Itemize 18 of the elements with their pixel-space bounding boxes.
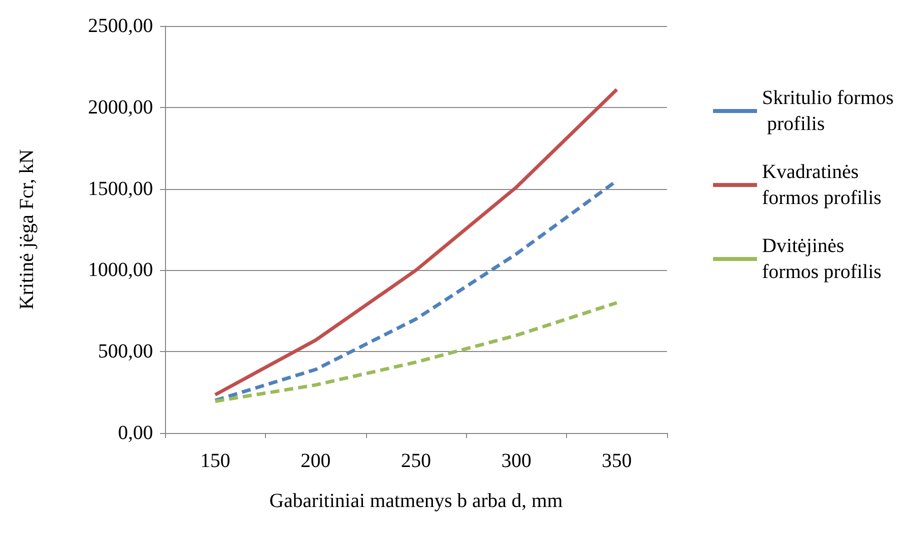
legend-label: Skritulio formos profilis — [762, 87, 894, 135]
x-tick-label: 150 — [200, 450, 230, 472]
x-axis-title: Gabaritiniai matmenys b arba d, mm — [269, 490, 564, 512]
y-tick-label: 500,00 — [98, 340, 153, 363]
y-tick-label: 1000,00 — [88, 259, 153, 282]
y-tick-label: 2500,00 — [88, 15, 153, 37]
y-tick-label: 2000,00 — [88, 96, 153, 118]
x-tick-label: 200 — [300, 450, 331, 472]
legend-label: Dvitėjinės formos profilis — [762, 235, 882, 283]
line-series — [213, 301, 619, 404]
y-tick-label: 1500,00 — [88, 178, 153, 200]
legend-label: Kvadratinės formos profilis — [762, 161, 882, 209]
y-tick-label: 0,00 — [118, 422, 153, 444]
line-series — [213, 88, 619, 396]
x-tick-label: 350 — [602, 450, 632, 472]
y-axis-title: Kritinė jėga Fcr, kN — [16, 149, 38, 310]
x-tick-label: 300 — [501, 450, 532, 472]
x-tick-label: 250 — [401, 450, 431, 472]
